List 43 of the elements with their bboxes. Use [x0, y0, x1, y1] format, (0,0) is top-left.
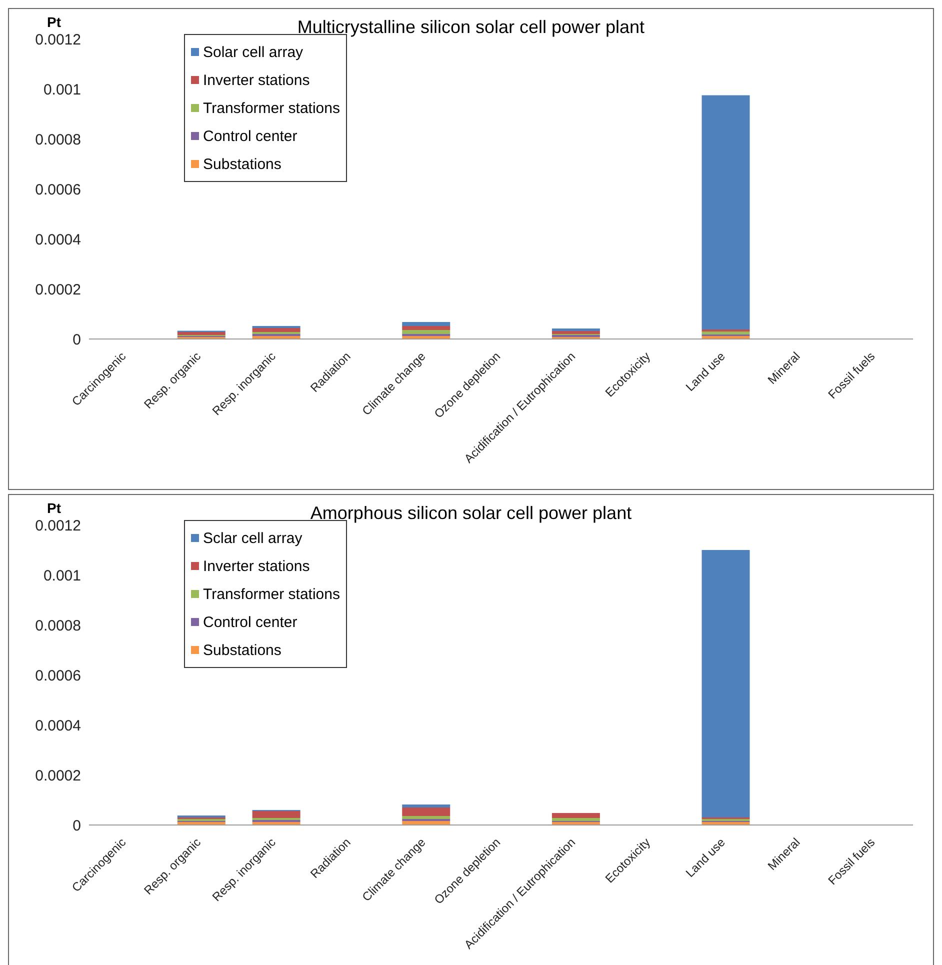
- y-tick-label: 0.0002: [35, 281, 81, 298]
- bar: [552, 331, 600, 334]
- legend-label: Transformer stations: [203, 586, 340, 602]
- bar: [252, 328, 300, 332]
- bar: [177, 332, 226, 335]
- legend-label: Sclar cell array: [203, 530, 302, 546]
- bar: [702, 332, 750, 334]
- y-tick-label: 0.0012: [35, 31, 81, 48]
- bar: [702, 95, 750, 330]
- y-tick-label: 0.0006: [35, 667, 81, 684]
- bar: [402, 816, 450, 819]
- y-tick-label: 0.0008: [35, 617, 81, 634]
- y-tick-label: 0.0006: [35, 181, 81, 198]
- bar: [252, 811, 300, 818]
- y-tick-label: 0.0012: [35, 517, 81, 534]
- bar: [402, 804, 450, 808]
- legend-label: Substations: [203, 156, 282, 172]
- bar: [402, 322, 450, 326]
- y-axis-title: Pt: [47, 14, 61, 30]
- y-tick-label: 0.0002: [35, 767, 81, 784]
- bar: [552, 813, 600, 818]
- bar: [552, 818, 600, 821]
- y-axis-title: Pt: [47, 500, 61, 516]
- legend-label: Inverter stations: [203, 72, 310, 88]
- y-tick-label: 0.0008: [35, 131, 81, 148]
- y-tick-label: 0.0004: [35, 717, 81, 734]
- legend-label: Transformer stations: [203, 100, 340, 116]
- chart-title: Multicrystalline silicon solar cell power plant: [297, 17, 645, 37]
- y-tick-label: 0.001: [43, 567, 81, 584]
- bar: [702, 550, 750, 818]
- legend-label: Control center: [203, 614, 298, 630]
- bar: [402, 330, 450, 334]
- legend-label: Solar cell array: [203, 44, 304, 60]
- legend-label: Substations: [203, 642, 282, 658]
- y-tick-label: 0: [72, 817, 81, 834]
- bar: [402, 808, 450, 816]
- bar: [402, 326, 450, 330]
- y-tick-label: 0: [72, 331, 81, 348]
- y-tick-label: 0.001: [43, 81, 81, 98]
- legend-label: Control center: [203, 128, 298, 144]
- chart-title: Amorphous silicon solar cell power plant: [310, 503, 632, 523]
- y-tick-label: 0.0004: [35, 231, 81, 248]
- legend-label: Inverter stations: [203, 558, 310, 574]
